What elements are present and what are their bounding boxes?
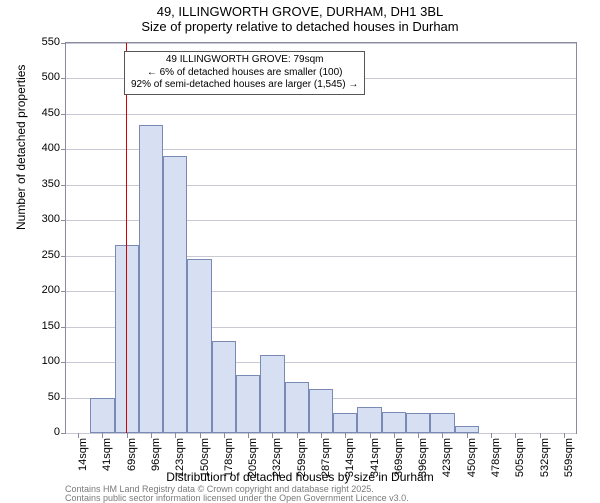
y-tick bbox=[61, 185, 66, 186]
x-tick-label: 232sqm bbox=[271, 438, 283, 478]
x-tick-label: 96sqm bbox=[150, 438, 162, 478]
y-tick bbox=[61, 256, 66, 257]
y-tick bbox=[61, 43, 66, 44]
bar bbox=[406, 413, 430, 433]
chart-title-main: 49, ILLINGWORTH GROVE, DURHAM, DH1 3BL bbox=[0, 0, 600, 19]
bar bbox=[90, 398, 114, 433]
y-tick bbox=[61, 149, 66, 150]
y-tick-label: 250 bbox=[30, 249, 60, 261]
bar bbox=[260, 355, 284, 433]
x-tick-label: 14sqm bbox=[77, 438, 89, 478]
bar bbox=[430, 413, 454, 433]
annotation-line2: ← 6% of detached houses are smaller (100… bbox=[131, 67, 358, 80]
x-tick-label: 505sqm bbox=[514, 438, 526, 478]
marker-line bbox=[126, 43, 127, 433]
annotation-box: 49 ILLINGWORTH GROVE: 79sqm ← 6% of deta… bbox=[124, 51, 365, 95]
y-tick-label: 450 bbox=[30, 107, 60, 119]
bar bbox=[187, 259, 211, 433]
x-tick-label: 150sqm bbox=[199, 438, 211, 478]
y-tick bbox=[61, 220, 66, 221]
gridline bbox=[66, 43, 576, 44]
x-tick-label: 314sqm bbox=[344, 438, 356, 478]
bar bbox=[212, 341, 236, 433]
x-tick-label: 123sqm bbox=[174, 438, 186, 478]
bar bbox=[382, 412, 406, 433]
y-tick-label: 350 bbox=[30, 178, 60, 190]
bar bbox=[139, 125, 163, 433]
x-tick-label: 532sqm bbox=[539, 438, 551, 478]
bar bbox=[285, 382, 309, 433]
y-axis-label: Number of detached properties bbox=[14, 65, 28, 230]
x-tick-label: 259sqm bbox=[296, 438, 308, 478]
y-tick bbox=[61, 398, 66, 399]
y-tick-label: 500 bbox=[30, 71, 60, 83]
bar bbox=[455, 426, 479, 433]
bar bbox=[163, 156, 187, 433]
bar bbox=[333, 413, 357, 433]
annotation-line1: 49 ILLINGWORTH GROVE: 79sqm bbox=[131, 54, 358, 67]
y-tick-label: 400 bbox=[30, 142, 60, 154]
x-tick-label: 450sqm bbox=[466, 438, 478, 478]
x-tick-label: 396sqm bbox=[417, 438, 429, 478]
y-tick-label: 200 bbox=[30, 284, 60, 296]
y-tick bbox=[61, 78, 66, 79]
x-tick-label: 178sqm bbox=[223, 438, 235, 478]
x-tick-label: 423sqm bbox=[441, 438, 453, 478]
plot-area: 49 ILLINGWORTH GROVE: 79sqm ← 6% of deta… bbox=[65, 42, 577, 434]
x-tick-label: 287sqm bbox=[320, 438, 332, 478]
chart-container: 49, ILLINGWORTH GROVE, DURHAM, DH1 3BL S… bbox=[0, 0, 600, 500]
y-tick-label: 300 bbox=[30, 213, 60, 225]
y-tick-label: 150 bbox=[30, 320, 60, 332]
x-tick-label: 41sqm bbox=[101, 438, 113, 478]
bar bbox=[309, 389, 333, 433]
y-tick bbox=[61, 291, 66, 292]
y-tick-label: 50 bbox=[30, 391, 60, 403]
x-tick-label: 69sqm bbox=[126, 438, 138, 478]
footer-note: Contains HM Land Registry data © Crown c… bbox=[65, 485, 409, 503]
y-tick-label: 100 bbox=[30, 355, 60, 367]
bar bbox=[236, 375, 260, 433]
bar bbox=[357, 407, 381, 433]
y-tick bbox=[61, 327, 66, 328]
x-tick-label: 341sqm bbox=[369, 438, 381, 478]
footer-line2: Contains public sector information licen… bbox=[65, 494, 409, 503]
y-tick bbox=[61, 433, 66, 434]
y-tick-label: 550 bbox=[30, 36, 60, 48]
x-tick-label: 478sqm bbox=[490, 438, 502, 478]
y-tick bbox=[61, 114, 66, 115]
x-tick-label: 369sqm bbox=[393, 438, 405, 478]
y-tick-label: 0 bbox=[30, 426, 60, 438]
chart-title-sub: Size of property relative to detached ho… bbox=[0, 19, 600, 34]
annotation-line3: 92% of semi-detached houses are larger (… bbox=[131, 79, 358, 92]
gridline bbox=[66, 114, 576, 115]
x-tick-label: 205sqm bbox=[247, 438, 259, 478]
x-tick-label: 559sqm bbox=[563, 438, 575, 478]
y-tick bbox=[61, 362, 66, 363]
